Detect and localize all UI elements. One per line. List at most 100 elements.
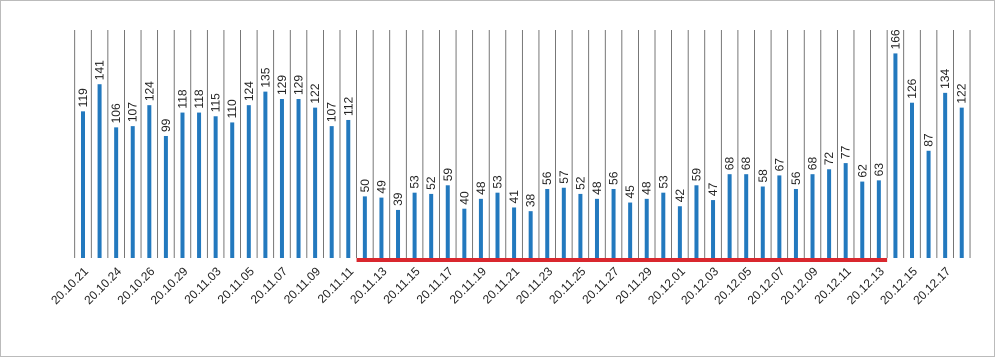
- value-label: 45: [623, 185, 637, 199]
- value-label: 77: [839, 145, 853, 159]
- value-label: 126: [905, 78, 919, 98]
- bar: [959, 107, 964, 258]
- bar: [545, 188, 550, 258]
- bar: [827, 169, 832, 258]
- bar: [130, 126, 135, 258]
- bar: [611, 188, 616, 258]
- value-label: 118: [175, 89, 189, 108]
- value-label: 124: [242, 81, 256, 101]
- bar: [114, 127, 119, 259]
- bar: [512, 207, 517, 258]
- value-label: 72: [822, 152, 836, 166]
- bar: [926, 150, 931, 258]
- bar: [445, 185, 450, 258]
- bar: [412, 192, 417, 258]
- value-label: 107: [126, 102, 140, 122]
- value-label: 67: [772, 158, 786, 172]
- value-label: 52: [424, 176, 438, 190]
- bar: [396, 209, 401, 258]
- value-label: 48: [640, 181, 654, 195]
- bar: [81, 111, 85, 258]
- value-label: 52: [573, 176, 587, 190]
- bar: [97, 84, 102, 259]
- bar: [594, 198, 599, 258]
- value-label: 59: [441, 168, 455, 182]
- bar: [677, 206, 682, 258]
- value-label: 57: [557, 170, 571, 184]
- value-label: 110: [225, 99, 239, 118]
- bar: [628, 202, 633, 258]
- bar: [163, 135, 168, 258]
- value-label: 118: [192, 89, 206, 108]
- value-label: 112: [341, 97, 355, 116]
- bar: [893, 53, 898, 259]
- value-label: 107: [325, 102, 339, 122]
- value-label: 63: [872, 163, 886, 177]
- bar: [694, 185, 699, 258]
- value-label: 56: [540, 171, 554, 185]
- value-label: 124: [142, 81, 156, 101]
- value-label: 135: [258, 67, 272, 87]
- value-label: 68: [739, 157, 753, 171]
- value-label: 119: [76, 88, 90, 107]
- value-label: 53: [656, 175, 670, 189]
- value-label: 38: [524, 193, 538, 207]
- value-label: 48: [474, 181, 488, 195]
- bar: [230, 122, 235, 258]
- value-label: 40: [457, 191, 471, 205]
- value-label: 141: [93, 60, 107, 80]
- bar: [478, 198, 483, 258]
- bar: [246, 105, 251, 258]
- value-label: 129: [292, 75, 306, 95]
- value-label: 53: [408, 175, 422, 189]
- bar: [346, 119, 351, 259]
- value-label: 47: [706, 182, 720, 196]
- bar: [860, 181, 865, 258]
- value-label: 50: [358, 179, 372, 193]
- bar: [876, 180, 881, 258]
- value-label: 166: [888, 29, 902, 49]
- value-label: 42: [673, 189, 687, 203]
- bar: [578, 193, 583, 258]
- bar: [793, 188, 798, 258]
- bar: [910, 102, 914, 258]
- value-label: 134: [938, 69, 952, 89]
- bar: [644, 198, 649, 258]
- bar: [495, 192, 500, 258]
- bar: [744, 174, 749, 258]
- value-label: 58: [756, 169, 770, 183]
- value-label: 62: [855, 164, 869, 178]
- bar: [180, 112, 185, 259]
- bar: [313, 107, 318, 258]
- value-label: 59: [689, 168, 703, 182]
- bar: [711, 200, 716, 258]
- value-label: 39: [391, 192, 405, 206]
- value-label: 68: [806, 157, 820, 171]
- value-label: 56: [607, 171, 621, 185]
- value-label: 87: [922, 133, 936, 147]
- value-label: 68: [723, 157, 737, 171]
- bar: [661, 192, 666, 258]
- bar: [429, 193, 434, 258]
- bar: [561, 187, 566, 258]
- value-label: 99: [159, 118, 173, 132]
- value-label: 49: [374, 180, 388, 194]
- value-label: 115: [209, 93, 223, 112]
- value-label: 53: [491, 175, 505, 189]
- bar: [777, 175, 782, 258]
- bar: [329, 126, 334, 258]
- value-label: 56: [789, 171, 803, 185]
- bar: [810, 174, 815, 258]
- value-label: 41: [507, 190, 521, 204]
- bar: [943, 92, 948, 258]
- bar: [263, 91, 268, 259]
- value-label: 122: [308, 83, 322, 103]
- bar: [528, 211, 533, 258]
- bar: [296, 99, 301, 259]
- bar: [727, 174, 732, 258]
- value-label: 122: [955, 83, 969, 103]
- bar: [213, 116, 218, 259]
- value-label: 129: [275, 75, 289, 95]
- bar: [379, 197, 384, 258]
